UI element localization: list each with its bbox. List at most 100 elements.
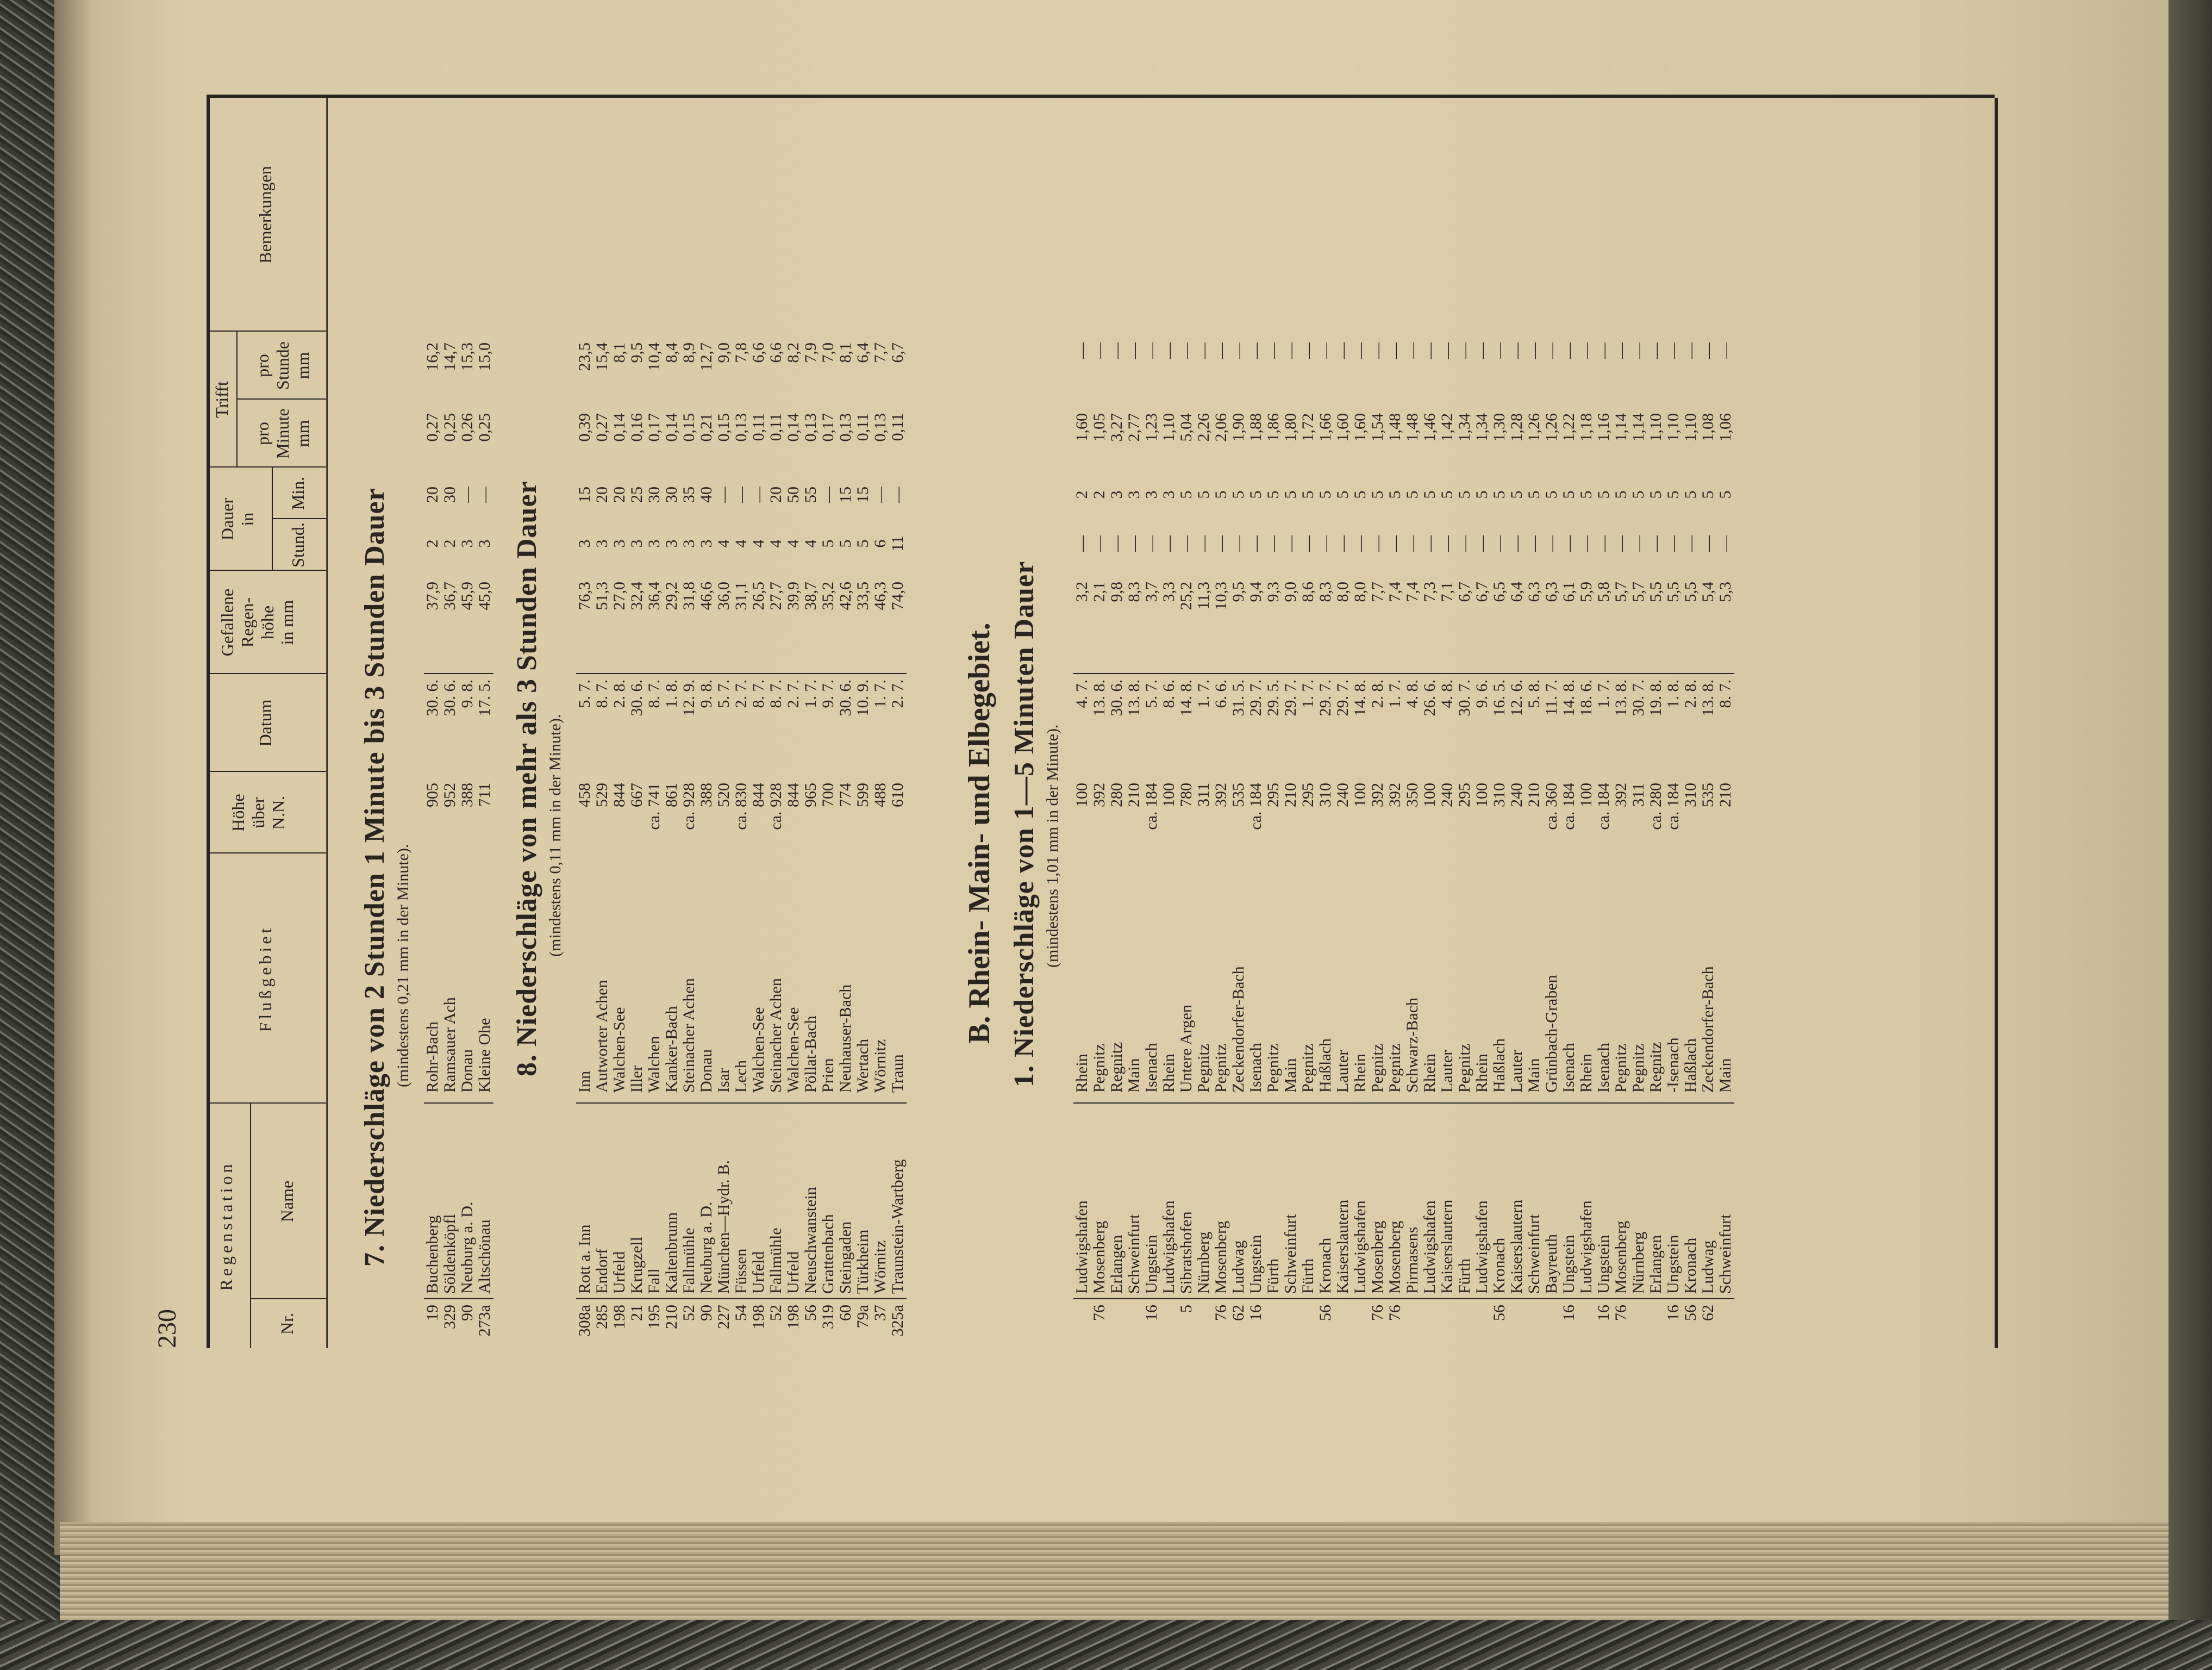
cell-regenhoehe: 6,5 [1490, 582, 1508, 602]
cell-regenhoehe: 8,6 [1299, 582, 1317, 602]
cell-datum: 18. 6. [1577, 680, 1595, 716]
cell-regenhoehe: 5,5 [1664, 582, 1682, 602]
cell-hoehe: ca. 928 [680, 783, 698, 830]
cell-pro-stunde: — [1090, 342, 1108, 359]
cell-nr: 227 [715, 1305, 733, 1329]
cell-hoehe: 488 [871, 783, 889, 807]
cell-datum: 8. 7. [645, 680, 663, 708]
section-title: 8. Niederschläge von mehr als 3 Stunden … [511, 481, 542, 1076]
cell-regenhoehe: 31,8 [680, 582, 698, 610]
cell-hoehe: 667 [628, 783, 646, 807]
cell-dauer-min: 5 [1595, 490, 1613, 499]
header-pro-minute-line: Minute [272, 408, 292, 459]
cell-flussgebiet: Pegnitz [1212, 1044, 1230, 1093]
cell-datum: 12. 9. [680, 680, 698, 716]
cell-dauer-stund: 5 [819, 539, 837, 548]
cell-name: Kronach [1316, 1237, 1334, 1294]
cell-hoehe: 392 [1386, 783, 1404, 807]
cell-flussgebiet: Neuhauser-Bach [836, 984, 854, 1093]
header-flussgebiet: Flußgebiet [255, 925, 275, 1032]
cell-flussgebiet: Kleine Ohe [476, 1018, 493, 1093]
cell-pro-minute: 0,15 [715, 413, 733, 442]
cell-dauer-stund: 4 [784, 539, 802, 548]
table-row: Ludwigshafen Rhein 100 8. 6. 3,3 — 3 1,10 — [1160, 315, 1178, 1348]
cell-regenhoehe: 33,5 [854, 582, 872, 610]
header-hoehe-line: über [248, 797, 268, 828]
table-row: Bayreuth Grünbach-Graben ca. 360 11. 7. 6,3 —… [1542, 315, 1560, 1348]
cell-dauer-min: 30 [441, 487, 459, 503]
cell-hoehe: 388 [458, 783, 476, 807]
cell-pro-stunde: — [1438, 342, 1456, 359]
cell-regenhoehe: 45,0 [476, 582, 493, 610]
cell-nr: 76 [1386, 1305, 1404, 1321]
cell-datum: 2. 7. [889, 680, 907, 708]
cell-pro-minute: 0,21 [697, 413, 715, 442]
cell-flussgebiet: Pegnitz [1455, 1044, 1473, 1093]
cell-name: Ludwigshafen [1351, 1200, 1369, 1294]
cell-nr: 319 [819, 1305, 837, 1329]
table-row: 5 Sibratshofen Untere Argen 780 14. 8. 25,2 — 5… [1177, 315, 1195, 1348]
table-row: Nürnberg Pegnitz 311 1. 7. 11,3 — 5 2,26 — [1195, 315, 1213, 1348]
cell-datum: 14. 8. [1351, 680, 1369, 716]
cell-flussgebiet: Untere Argen [1177, 1005, 1195, 1093]
cell-hoehe: 310 [1490, 783, 1508, 807]
cell-datum: 1. 7. [1195, 680, 1213, 708]
cell-dauer-min: 2 [1090, 490, 1108, 499]
cell-pro-stunde: — [1508, 342, 1526, 359]
cell-name: Ungstein [1664, 1235, 1682, 1294]
cell-name: Endorf [593, 1248, 611, 1294]
cell-regenhoehe: 38,7 [802, 582, 820, 610]
table-row: 56 Neuschwanstein Pöllat-Bach 965 1. 7. 38,7 4… [802, 315, 820, 1348]
cell-pro-minute: 1,10 [1664, 413, 1682, 442]
cell-pro-stunde: 7,8 [732, 342, 750, 363]
header-pro-minute-line: mm [292, 420, 313, 447]
cell-flussgebiet: Pegnitz [1195, 1044, 1213, 1093]
cell-datum: 8. 7. [1716, 680, 1734, 708]
cell-flussgebiet: Walchen-See [610, 1007, 628, 1093]
cell-regenhoehe: 6,7 [1455, 582, 1473, 602]
cell-pro-minute: 1,34 [1455, 413, 1473, 442]
cell-pro-stunde: — [1560, 342, 1578, 359]
table-row: 195 Fall Walchen ca. 741 8. 7. 36,4 3 30 0,17 10,… [645, 315, 663, 1348]
cell-flussgebiet: Steinacher Achen [680, 978, 698, 1093]
cell-flussgebiet: Rhein [1473, 1054, 1491, 1093]
cell-nr: 5 [1177, 1305, 1195, 1313]
cell-dauer-min: 5 [1299, 490, 1317, 499]
column-rule [1073, 1298, 1734, 1299]
cell-nr: 60 [836, 1305, 854, 1321]
cell-datum: 30. 6. [836, 680, 854, 716]
cell-nr: 16 [1595, 1305, 1613, 1321]
cell-dauer-stund: 2 [441, 539, 459, 548]
cell-dauer-min: 15 [836, 487, 854, 503]
cell-pro-minute: 1,90 [1229, 413, 1247, 442]
table-row: Erlangen Regnitz 280 30. 6. 9,8 — 3 3,27 — [1108, 315, 1126, 1348]
table-row: 52 Fallmühle Steinacher Achen ca. 928 8. 7. 2… [767, 315, 785, 1348]
cell-datum: 5. 7. [576, 680, 593, 708]
cell-hoehe: 240 [1508, 783, 1526, 807]
header-trifft: Trifft [212, 381, 232, 418]
cell-pro-stunde: — [1125, 342, 1143, 359]
cell-name: Türkheim [854, 1229, 872, 1294]
cell-datum: 2. 7. [732, 680, 750, 708]
cell-name: Ludwigshafen [1473, 1200, 1491, 1294]
cell-regenhoehe: 8,3 [1125, 582, 1143, 602]
cell-dauer-min: 5 [1542, 490, 1560, 499]
cell-datum: 13. 8. [1699, 680, 1717, 716]
cell-nr: 16 [1560, 1305, 1578, 1321]
cell-regenhoehe: 36,4 [645, 582, 663, 610]
cell-pro-minute: 0,26 [458, 413, 476, 442]
cell-flussgebiet: Haßlach [1490, 1038, 1508, 1093]
cell-name: Neuburg a. D. [697, 1201, 715, 1294]
cell-datum: 30. 6. [441, 680, 459, 716]
cell-datum: 5. 7. [1142, 680, 1160, 708]
cell-datum: 30. 6. [628, 680, 646, 716]
table-row: 56 Kronach Haßlach 310 16. 5. 6,5 — 5 1,30 — [1490, 315, 1508, 1348]
cell-nr: 76 [1212, 1305, 1230, 1321]
cell-dauer-min: 5 [1699, 490, 1717, 499]
cell-nr: 198 [610, 1305, 628, 1329]
cell-regenhoehe: 2,1 [1090, 582, 1108, 602]
cell-dauer-stund: — [1125, 535, 1143, 552]
cell-dauer-stund: — [1438, 535, 1456, 552]
cell-name: Ludwigshafen [1577, 1200, 1595, 1294]
cell-dauer-min: — [715, 487, 733, 503]
